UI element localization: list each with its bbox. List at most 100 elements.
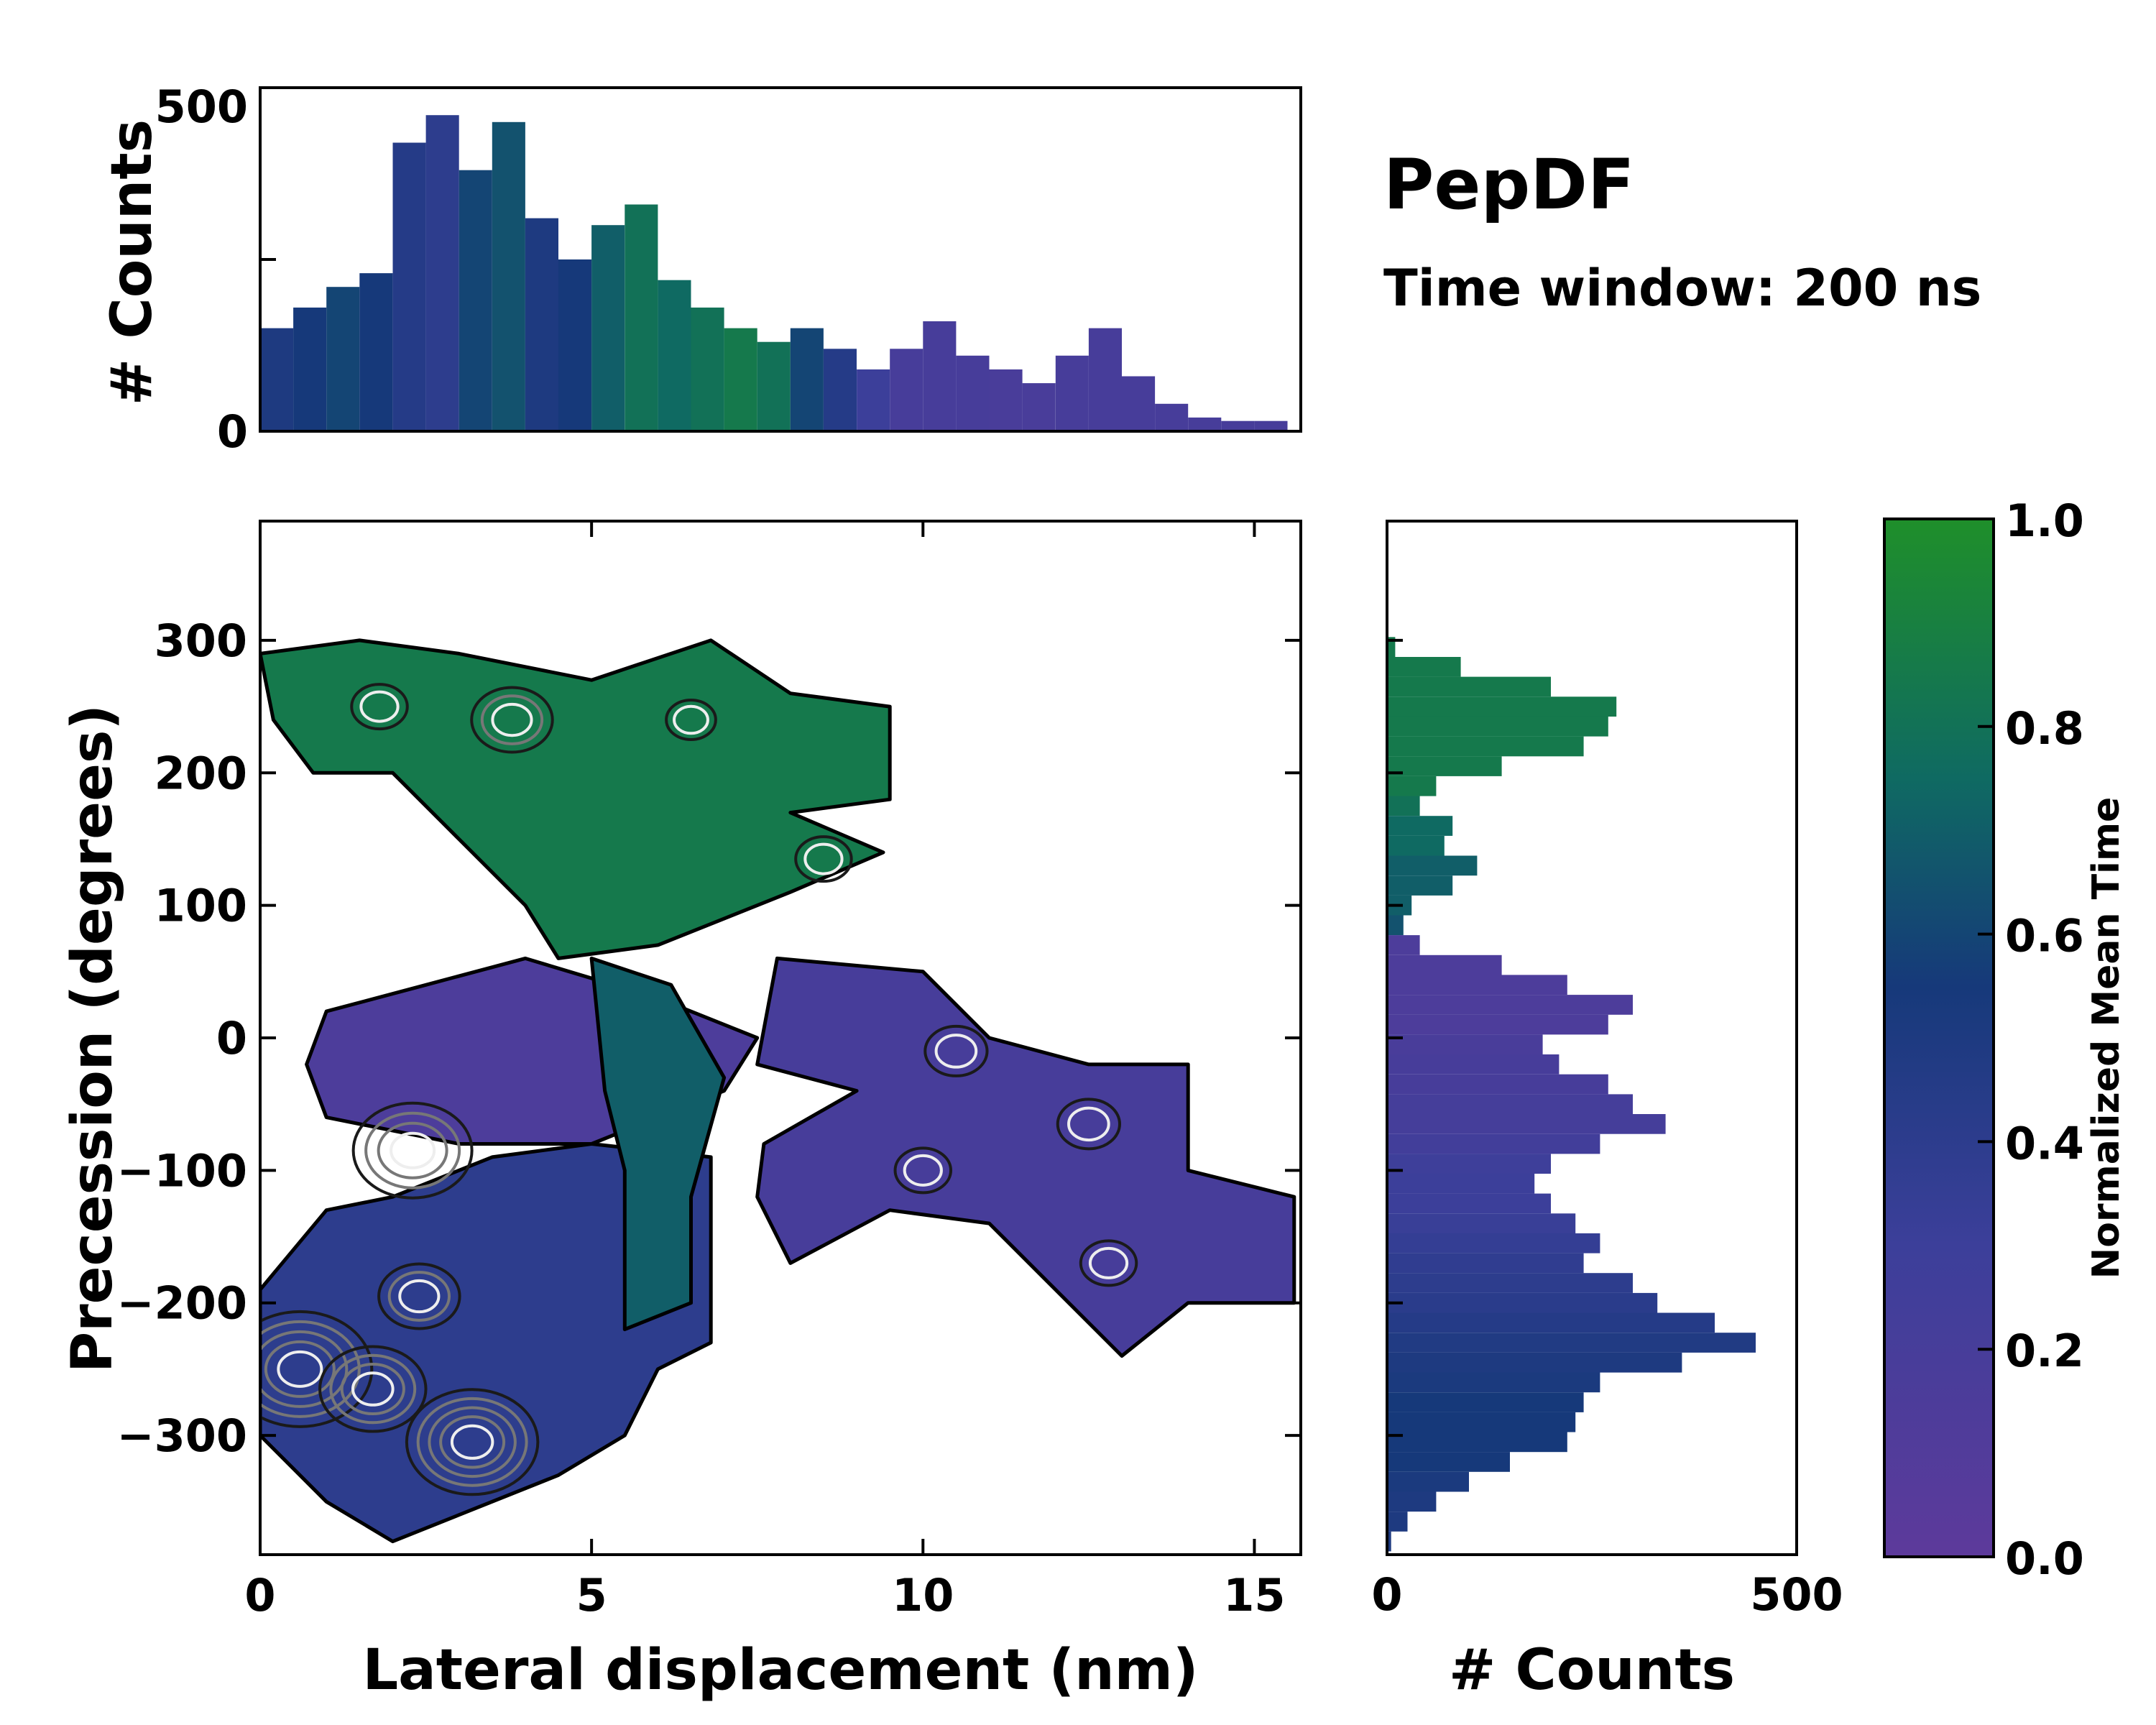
main-xtick-label: 0 — [244, 1569, 275, 1622]
main-xtick-label: 10 — [892, 1569, 954, 1622]
top-ytick-500: 500 — [155, 80, 248, 133]
contour-ring — [439, 1415, 506, 1469]
right-histogram-bar — [1387, 637, 1396, 657]
main-ylabel: Precession (degrees) — [60, 704, 125, 1373]
contour-ring — [1079, 1239, 1138, 1287]
right-histogram-frame — [1386, 520, 1798, 1556]
top-histogram-bar — [1155, 403, 1189, 431]
right-histogram-bars — [1387, 637, 1756, 1552]
contour-ring — [351, 1371, 395, 1407]
main-xtick-label: 5 — [576, 1569, 607, 1622]
right-histogram-bar — [1387, 875, 1453, 896]
contour-ring — [491, 702, 533, 737]
top-histogram-bar — [525, 218, 558, 431]
right-histogram-bar — [1387, 796, 1420, 816]
right-histogram-bar — [1387, 1352, 1682, 1373]
right-histogram-bar — [1387, 1531, 1391, 1552]
main-xlabel: Lateral displacement (nm) — [362, 1638, 1198, 1703]
contour-ring — [364, 1111, 461, 1190]
right-histogram-xlabel: # Counts — [1449, 1638, 1735, 1703]
top-histogram-bar — [625, 204, 658, 431]
top-histogram-bar — [1221, 420, 1255, 431]
colorbar-gradient — [1883, 518, 1995, 1558]
top-histogram-bar — [392, 142, 426, 431]
contour-ring — [923, 1024, 989, 1077]
contour-ring — [428, 1406, 517, 1478]
contour-ring — [390, 1131, 436, 1169]
figure-title: PepDF — [1383, 144, 1634, 225]
heatmap-regions — [260, 638, 1296, 1544]
right-histogram-bar — [1387, 1452, 1510, 1472]
top-histogram-bar — [956, 355, 990, 431]
contour-ring — [264, 1340, 336, 1398]
right-histogram-bar — [1387, 1114, 1666, 1134]
right-histogram-bar — [1387, 1174, 1535, 1194]
right-histogram-bar — [1387, 1233, 1600, 1254]
contour-cluster-8 — [893, 1146, 953, 1195]
region-bridge-green — [589, 956, 727, 1332]
contour-ring — [387, 1271, 451, 1322]
right-xtick-0: 0 — [1371, 1568, 1402, 1621]
top-histogram-bar — [658, 280, 691, 431]
right-histogram-bar — [1387, 716, 1608, 737]
right-histogram-bar — [1387, 736, 1584, 757]
contour-ring — [377, 1262, 461, 1330]
right-histogram-bar — [1387, 1054, 1560, 1075]
right-histogram-bar — [1387, 975, 1567, 995]
top-histogram-bar — [1022, 383, 1056, 431]
top-histogram-bar — [691, 307, 724, 431]
colorbar-label: Normalized Mean Time — [2085, 797, 2128, 1279]
top-histogram-bar — [1088, 328, 1122, 431]
top-histogram-bar — [757, 341, 791, 431]
main-xtick-label: 15 — [1223, 1569, 1285, 1622]
main-ytick-label: 200 — [155, 747, 247, 799]
right-histogram-bar — [1387, 657, 1461, 677]
right-histogram-bar — [1387, 1412, 1576, 1432]
right-histogram-bar — [1387, 1372, 1600, 1393]
contour-ring — [893, 1146, 953, 1195]
contour-ring — [329, 1353, 417, 1425]
right-histogram-bar — [1387, 1491, 1437, 1512]
contour-ring — [405, 1388, 540, 1496]
contour-ring — [450, 1424, 494, 1460]
right-histogram-bar — [1387, 835, 1445, 856]
top-histogram: 500 0 # Counts — [100, 80, 1302, 458]
top-histogram-bar — [293, 307, 327, 431]
colorbar-tick-label: 0.4 — [2005, 1117, 2084, 1169]
contour-ring — [359, 690, 400, 723]
region-right-purple — [755, 956, 1296, 1358]
contour-ring — [277, 1350, 323, 1388]
top-histogram-bar — [1188, 417, 1222, 431]
top-histogram-bars — [260, 86, 1288, 433]
contour-ring — [665, 699, 717, 742]
contour-ring — [1067, 1106, 1110, 1142]
right-histogram-bar — [1387, 915, 1404, 936]
right-histogram-bar — [1387, 954, 1502, 975]
top-histogram-bar — [260, 328, 294, 431]
contour-ring — [350, 683, 409, 731]
top-histogram-bar — [558, 259, 592, 431]
right-histogram-bar — [1387, 995, 1633, 1015]
top-histogram-bar — [1055, 355, 1089, 431]
right-histogram-bar — [1387, 1213, 1576, 1233]
contour-cluster-9 — [1079, 1239, 1138, 1287]
right-histogram-bar — [1387, 676, 1551, 697]
region-lower-blue — [260, 1142, 713, 1544]
right-histogram-bar — [1387, 1133, 1600, 1154]
right-xtick-500: 500 — [1750, 1568, 1843, 1621]
top-histogram-bar — [724, 328, 757, 431]
right-histogram-bar — [1387, 1154, 1551, 1174]
main-heatmap: 0 5 10 15 300 200 100 0 −100 −200 −300 Lateral dis… — [60, 520, 1302, 1703]
right-histogram-bar — [1387, 1253, 1584, 1274]
main-ytick-label: 100 — [155, 880, 247, 932]
contour-cluster-0 — [260, 1310, 374, 1428]
contour-ring — [351, 1101, 474, 1200]
contour-ring — [903, 1154, 943, 1187]
main-ytick-label: −300 — [117, 1409, 247, 1462]
colorbar-tick-label: 0.0 — [2005, 1532, 2084, 1585]
colorbar-tick-label: 0.2 — [2005, 1325, 2084, 1377]
top-histogram-bar — [1122, 376, 1156, 431]
right-histogram-bar — [1387, 855, 1478, 876]
contour-ring — [377, 1121, 448, 1179]
